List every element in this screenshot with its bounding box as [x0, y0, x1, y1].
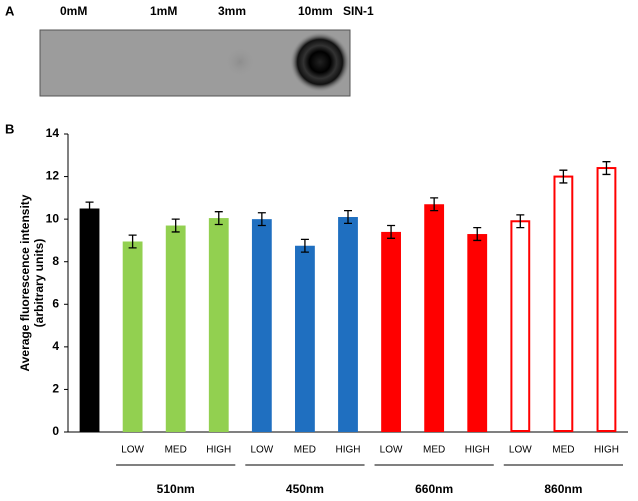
y-tick-label: 4	[52, 339, 59, 353]
x-tick-label: HIGH	[594, 445, 619, 456]
error-bar	[430, 197, 439, 212]
bar	[467, 234, 488, 432]
x-tick-label: LOW	[250, 445, 273, 456]
error-bar	[602, 161, 611, 176]
error-bar	[85, 201, 94, 216]
x-tick-label: HIGH	[465, 445, 490, 456]
group-label: 450nm	[286, 482, 324, 496]
error-bar	[257, 212, 266, 227]
error-bar	[300, 238, 309, 253]
panel-label: B	[5, 121, 14, 136]
blot-spot	[224, 46, 256, 78]
bar	[295, 245, 315, 432]
x-tick-label: MED	[165, 445, 187, 456]
group-label: 860nm	[544, 482, 582, 496]
bar	[208, 218, 229, 432]
x-tick-label: MED	[294, 445, 316, 456]
y-tick-label: 6	[52, 296, 59, 310]
bar	[596, 167, 617, 433]
x-tick-label: MED	[552, 445, 574, 456]
bar	[79, 208, 100, 432]
y-tick-label: 8	[52, 254, 59, 268]
x-tick-label: LOW	[121, 445, 144, 456]
bar	[338, 217, 358, 432]
group-label: 660nm	[415, 482, 453, 496]
error-bar	[128, 234, 137, 249]
y-tick-label: 0	[52, 424, 59, 438]
lane-label: 3mm	[218, 4, 246, 18]
error-bar	[559, 169, 568, 184]
bar	[165, 225, 186, 432]
bar	[510, 220, 531, 432]
bar	[424, 204, 445, 432]
error-bar	[516, 214, 525, 229]
bar	[122, 241, 143, 432]
bar	[251, 219, 272, 432]
y-axis-label: (arbitrary units)	[32, 239, 46, 328]
x-tick-label: LOW	[380, 445, 403, 456]
x-tick-label: HIGH	[206, 445, 231, 456]
lane-label: 0mM	[60, 4, 87, 18]
error-bar	[171, 218, 180, 233]
reagent-label: SIN-1	[343, 4, 374, 18]
lane-label: 10mm	[298, 4, 333, 18]
y-tick-label: 10	[46, 211, 60, 225]
y-tick-label: 14	[46, 126, 60, 140]
group-label: 510nm	[157, 482, 195, 496]
panel-label: A	[5, 3, 15, 18]
x-tick-label: MED	[423, 445, 445, 456]
x-tick-label: HIGH	[336, 445, 361, 456]
y-tick-label: 2	[52, 382, 59, 396]
bar	[381, 231, 401, 432]
lane-label: 1mM	[150, 4, 177, 18]
bar-chart: 0 2 4 6 8 10 12 14 Average fluorescence intensit…	[18, 126, 628, 496]
x-tick-label: LOW	[509, 445, 532, 456]
error-bar	[214, 211, 223, 226]
error-bar	[387, 224, 396, 239]
blot-spot	[290, 32, 350, 92]
y-axis-label: Average fluorescence intensity	[18, 194, 32, 371]
error-bar	[344, 209, 352, 225]
bar	[553, 175, 574, 432]
error-bar	[473, 227, 482, 242]
y-tick-label: 12	[46, 169, 60, 183]
